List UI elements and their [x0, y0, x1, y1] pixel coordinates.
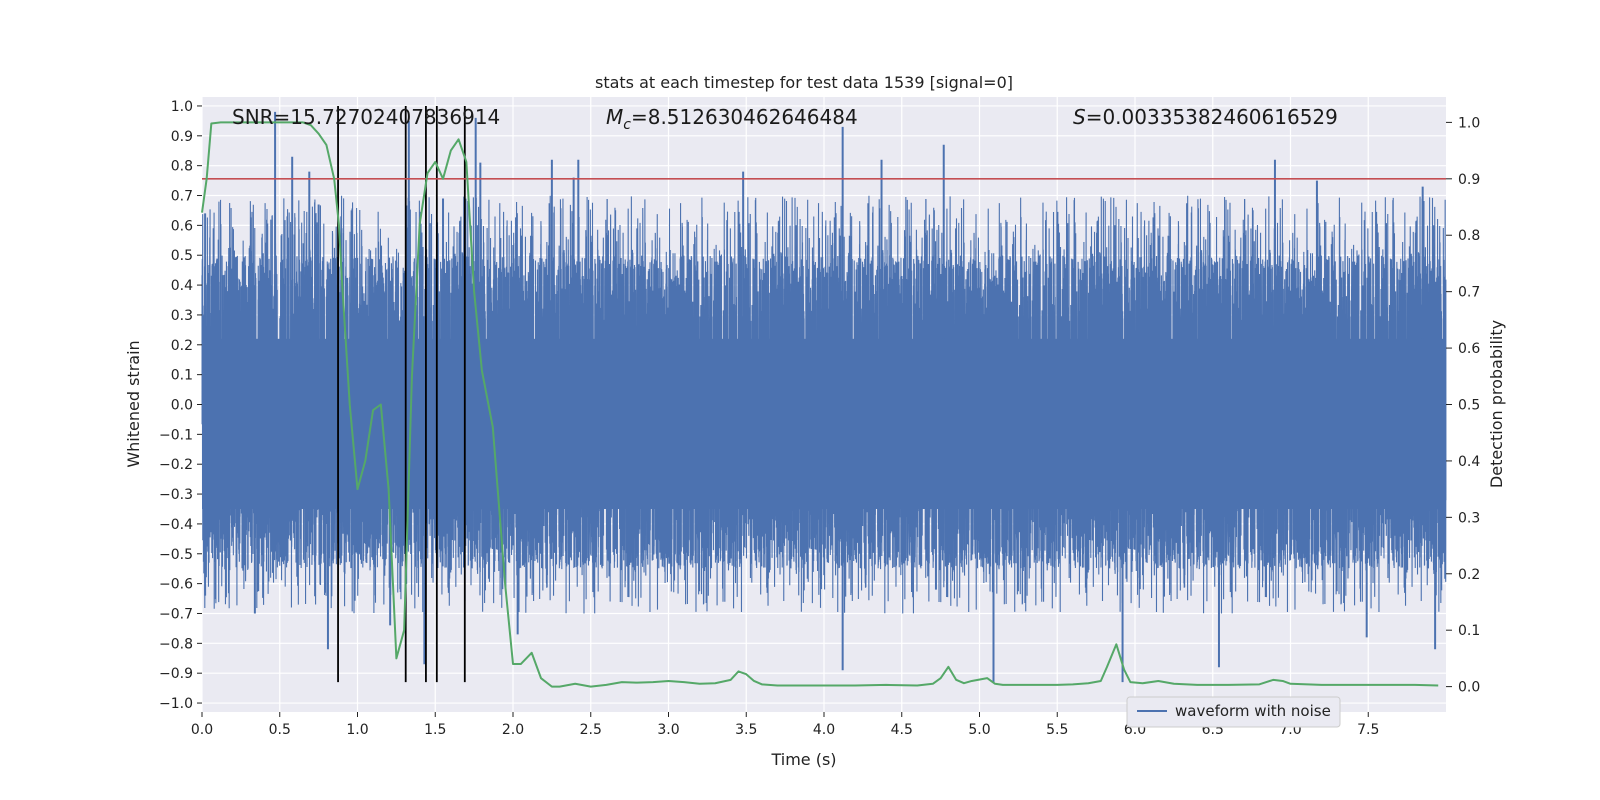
y-tick-label: −0.7: [159, 606, 193, 622]
x-tick-label: 4.0: [813, 722, 835, 738]
chart-title: stats at each timestep for test data 153…: [595, 73, 1013, 92]
y-tick-label: 0.9: [171, 129, 193, 145]
right-y-tick-label: 1.0: [1458, 115, 1480, 131]
y-tick-label: −0.3: [159, 487, 193, 503]
y-tick-label: 0.2: [171, 338, 193, 354]
right-y-tick-label: 0.4: [1458, 454, 1480, 470]
x-tick-label: 0.5: [269, 722, 291, 738]
y-tick-label: 0.1: [171, 368, 193, 384]
right-y-tick-label: 0.3: [1458, 510, 1480, 526]
right-y-tick-label: 0.7: [1458, 285, 1480, 301]
y-tick-label: 0.6: [171, 218, 193, 234]
x-tick-label: 2.5: [580, 722, 602, 738]
y-axis-ticks: 1.0 0.9 0.8 0.7 0.6 0.5 0.4 0.3 0.2 0.1 0.0 −0.1 −0.…: [159, 99, 202, 712]
snr-annotation: SNR=15.72702407836914: [232, 105, 500, 129]
s-statistic-annotation: S=0.00335382460616529: [1073, 105, 1338, 129]
y-tick-label: −1.0: [159, 696, 193, 712]
chirp-mass-symbol: M: [606, 105, 623, 129]
y-tick-label: 1.0: [171, 99, 193, 115]
x-tick-label: 4.5: [891, 722, 913, 738]
right-y-tick-label: 0.0: [1458, 680, 1480, 696]
vertical-markers: [337, 105, 466, 683]
legend-entry-waveform: waveform with noise: [1175, 702, 1331, 720]
right-y-tick-label: 0.6: [1458, 341, 1480, 357]
y-tick-label: 0.7: [171, 189, 193, 205]
detection-probability-series: [201, 121, 1439, 688]
x-tick-label: 1.5: [424, 722, 446, 738]
x-axis-label: Time (s): [770, 750, 836, 769]
y-tick-label: 0.0: [171, 398, 193, 414]
s-statistic-symbol: S: [1073, 105, 1086, 129]
legend: waveform with noise: [1126, 696, 1341, 728]
x-tick-label: 2.0: [502, 722, 524, 738]
x-tick-label: 3.5: [735, 722, 757, 738]
right-y-tick-label: 0.9: [1458, 172, 1480, 188]
s-statistic-value: =0.00335382460616529: [1086, 105, 1338, 129]
y-tick-label: −0.4: [159, 517, 193, 533]
y-tick-label: −0.5: [159, 547, 193, 563]
y-tick-label: 0.4: [171, 278, 193, 294]
right-y-tick-label: 0.2: [1458, 567, 1480, 583]
y-tick-label: −0.1: [159, 427, 193, 443]
y-tick-label: 0.5: [171, 248, 193, 264]
y-axis-label: Whitened strain: [124, 340, 143, 467]
right-y-tick-label: 0.1: [1458, 623, 1480, 639]
y-tick-label: −0.9: [159, 666, 193, 682]
y-tick-label: −0.8: [159, 636, 193, 652]
x-tick-label: 5.5: [1046, 722, 1068, 738]
x-tick-label: 7.5: [1357, 722, 1379, 738]
x-tick-label: 0.0: [191, 722, 213, 738]
right-y-tick-label: 0.8: [1458, 228, 1480, 244]
y-tick-label: −0.2: [159, 457, 193, 473]
x-tick-label: 1.0: [346, 722, 368, 738]
right-y-tick-label: 0.5: [1458, 398, 1480, 414]
y-tick-label: 0.3: [171, 308, 193, 324]
chirp-mass-value: =8.512630462646484: [631, 105, 858, 129]
detection-probability-line: [201, 121, 1439, 688]
x-tick-label: 5.0: [968, 722, 990, 738]
legend-box: [1126, 696, 1341, 728]
right-y-axis-label: Detection probability: [1487, 320, 1506, 488]
y-tick-label: −0.6: [159, 577, 193, 593]
right-y-axis-ticks: 1.0 0.9 0.8 0.7 0.6 0.5 0.4 0.3 0.2 0.1 0.0: [1446, 115, 1480, 696]
chirp-mass-subscript: c: [623, 117, 631, 133]
x-tick-label: 3.0: [657, 722, 679, 738]
y-tick-label: 0.8: [171, 159, 193, 175]
chirp-mass-annotation: Mc=8.512630462646484: [606, 105, 858, 133]
